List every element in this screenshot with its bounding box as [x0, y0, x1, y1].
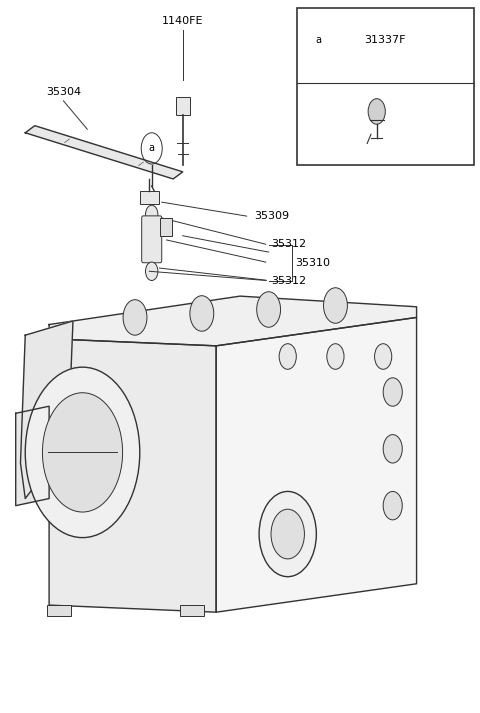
Bar — [297, 9, 474, 165]
Bar — [140, 191, 159, 204]
Text: 35304: 35304 — [46, 87, 81, 97]
Circle shape — [42, 393, 122, 512]
Circle shape — [324, 288, 348, 323]
Bar — [47, 605, 71, 616]
Polygon shape — [25, 125, 183, 179]
Circle shape — [190, 296, 214, 332]
Circle shape — [25, 367, 140, 538]
Circle shape — [383, 491, 402, 520]
Polygon shape — [49, 296, 417, 346]
Circle shape — [123, 299, 147, 335]
Polygon shape — [21, 321, 73, 498]
Text: a: a — [149, 143, 155, 153]
Circle shape — [374, 344, 392, 369]
Text: a: a — [316, 35, 322, 45]
Polygon shape — [49, 339, 216, 612]
Text: 35310: 35310 — [295, 258, 330, 268]
Circle shape — [279, 344, 296, 369]
Circle shape — [259, 491, 316, 577]
Circle shape — [327, 344, 344, 369]
Text: 35312: 35312 — [271, 239, 306, 249]
Text: 1140FE: 1140FE — [162, 16, 204, 26]
Circle shape — [383, 435, 402, 463]
Circle shape — [368, 98, 385, 124]
Bar — [176, 97, 190, 115]
Circle shape — [271, 509, 304, 559]
Polygon shape — [16, 406, 49, 506]
FancyBboxPatch shape — [142, 216, 162, 263]
Bar — [160, 218, 172, 236]
Text: 35312: 35312 — [271, 275, 306, 285]
Circle shape — [257, 292, 281, 327]
Bar — [180, 605, 204, 616]
Circle shape — [145, 205, 158, 224]
Circle shape — [383, 378, 402, 406]
Polygon shape — [216, 317, 417, 612]
Circle shape — [145, 262, 158, 280]
Text: 35309: 35309 — [254, 211, 289, 221]
Text: 31337F: 31337F — [364, 35, 406, 45]
